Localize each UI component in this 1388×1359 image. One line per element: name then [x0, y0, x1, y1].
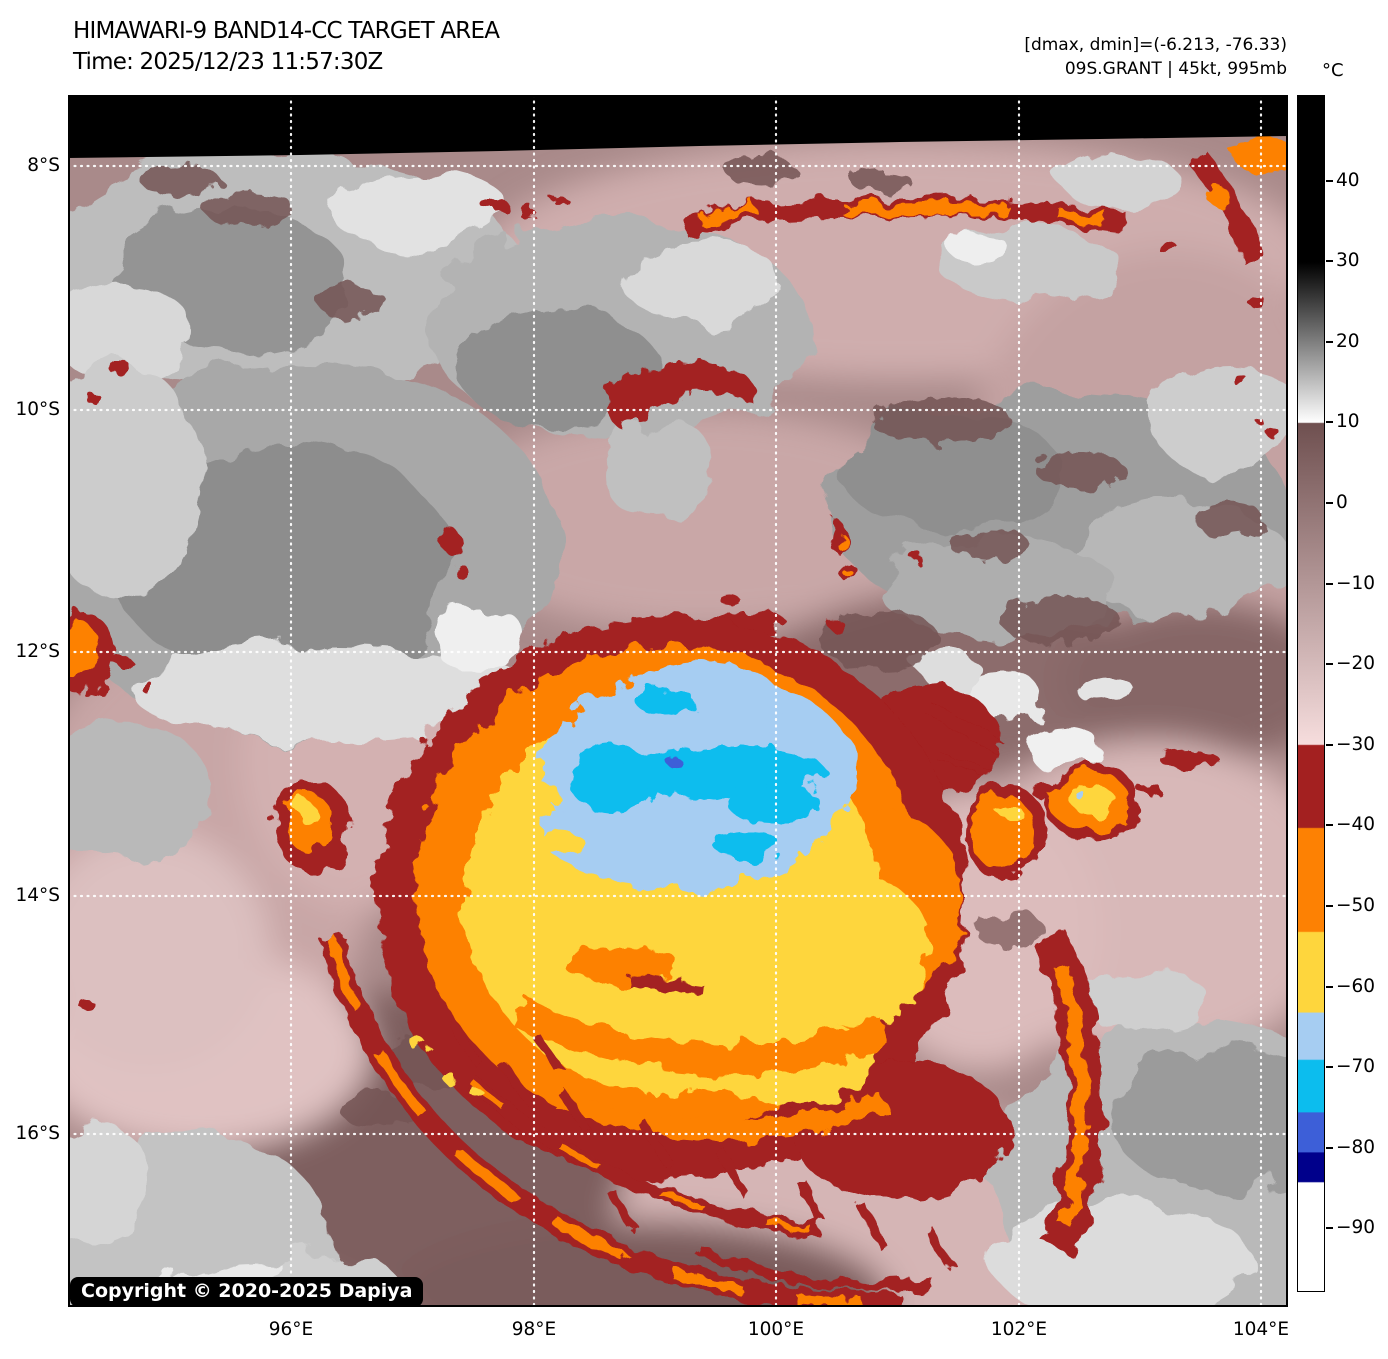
lat-label-14s: 14°S [15, 885, 60, 906]
red-convection-specks [82, 196, 1277, 1013]
colorbar-tickmark [1326, 1227, 1333, 1229]
colorbar-label-m60: −60 [1336, 976, 1376, 997]
lon-label-96e: 96°E [268, 1319, 314, 1340]
colorbar-tickmark [1326, 663, 1333, 665]
colorbar-label-m80: −80 [1336, 1137, 1376, 1158]
colorbar-tickmark [1326, 260, 1333, 262]
header-right: [dmax, dmin]=(-6.213, -76.33) 09S.GRANT … [1024, 33, 1287, 81]
colorbar-label-m10: −10 [1336, 573, 1376, 594]
lat-label-16s: 16°S [15, 1123, 60, 1144]
map-border [68, 95, 1288, 1307]
colorbar-tickmark [1326, 1147, 1333, 1149]
graticule-gridlines [68, 95, 1288, 1307]
lat-label-8s: 8°S [27, 155, 60, 176]
colorbar-label-m90: −90 [1336, 1217, 1376, 1238]
spiral-rainbands [68, 612, 954, 1307]
lon-label-102e: 102°E [990, 1319, 1048, 1340]
copyright-badge: Copyright © 2020-2025 Dapiya [70, 1277, 424, 1307]
header: HIMAWARI-9 BAND14-CC TARGET AREA Time: 2… [73, 16, 500, 78]
colorbar-label-20: 20 [1336, 331, 1360, 352]
lon-label-100e: 100°E [747, 1319, 805, 1340]
colorbar-tickmark [1326, 180, 1333, 182]
colorbar-tickmark [1326, 824, 1333, 826]
colorbar-tickmark [1326, 341, 1333, 343]
lat-label-10s: 10°S [15, 399, 60, 420]
colorbar-tickmark [1326, 421, 1333, 423]
lat-label-12s: 12°S [15, 641, 60, 662]
colorbar-tickmark [1326, 583, 1333, 585]
colorbar-label-m50: −50 [1336, 895, 1376, 916]
colorbar-unit-label: °C [1322, 60, 1344, 81]
colorbar-tickmark [1326, 905, 1333, 907]
lon-label-104e: 104°E [1232, 1319, 1290, 1340]
colorbar-label-m20: −20 [1336, 653, 1376, 674]
page-title: HIMAWARI-9 BAND14-CC TARGET AREA [73, 18, 500, 44]
colorbar-tickmark [1326, 1066, 1333, 1068]
colorbar-tickmark [1326, 744, 1333, 746]
eastern-convection [963, 764, 1140, 1257]
northern-convective-streaks [605, 137, 1288, 584]
storm-status-readout: 09S.GRANT | 45kt, 995mb [1064, 59, 1287, 79]
colorbar-label-m70: −70 [1336, 1056, 1376, 1077]
scan-edge-black-band [68, 95, 1288, 158]
storm-system [377, 616, 1010, 1200]
satellite-image [68, 95, 1288, 1307]
colorbar-label-m40: −40 [1336, 814, 1376, 835]
colorbar-label-0: 0 [1336, 492, 1348, 513]
timestamp: Time: 2025/12/23 11:57:30Z [73, 49, 383, 75]
colorbar-label-40: 40 [1336, 170, 1360, 191]
colorbar-label-m30: −30 [1336, 734, 1376, 755]
dmax-dmin-readout: [dmax, dmin]=(-6.213, -76.33) [1024, 35, 1287, 55]
lon-label-98e: 98°E [511, 1319, 557, 1340]
colorbar-label-30: 30 [1336, 250, 1360, 271]
colorbar-label-10: 10 [1336, 411, 1360, 432]
colorbar-tickmark [1326, 502, 1333, 504]
colorbar-frame [1297, 95, 1325, 1292]
satellite-map [68, 95, 1288, 1307]
colorbar-tickmark [1326, 986, 1333, 988]
